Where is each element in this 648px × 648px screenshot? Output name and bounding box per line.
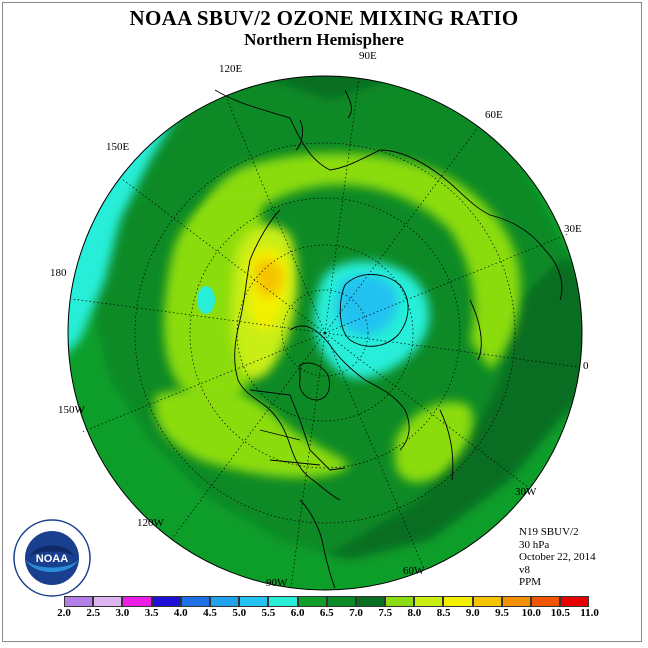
colorbar-tick-label: 5.0 xyxy=(232,607,247,619)
lon-label-60e: 60E xyxy=(485,109,503,121)
lon-label-90e: 90E xyxy=(359,50,377,62)
coastlines xyxy=(214,89,563,589)
noaa-logo-icon: NOAA xyxy=(13,519,91,597)
field-9.0 xyxy=(255,259,283,297)
colorbar-tick-label: 4.5 xyxy=(203,607,217,619)
version-label: v8 xyxy=(519,563,530,576)
colorbar-cell xyxy=(414,596,444,607)
field-5.0-pole xyxy=(335,274,398,336)
central-america xyxy=(299,499,336,589)
colorbar-tick-label: 9.0 xyxy=(465,607,480,619)
colorbar-cell xyxy=(64,596,94,607)
figure-frame xyxy=(2,2,642,642)
lon-label-120e: 120E xyxy=(219,63,243,75)
colorbar-tick-label: 10.5 xyxy=(550,607,571,619)
lon-label-120w: 120W xyxy=(137,517,164,529)
lon-label-0: 0 xyxy=(583,360,589,372)
colorbar-tick-label: 3.0 xyxy=(115,607,130,619)
colorbar-tick-label: 11.0 xyxy=(580,607,599,619)
field-7.5-na xyxy=(154,387,350,478)
north-america-west xyxy=(234,209,341,501)
lon-label-30e: 30E xyxy=(564,223,582,235)
colorbar-cell xyxy=(209,596,240,607)
colorbar-cell xyxy=(501,596,531,607)
colorbar-tick-label: 7.0 xyxy=(349,607,363,619)
colorbar-cell xyxy=(180,596,210,607)
colorbar-tick-label: 10.0 xyxy=(521,607,541,619)
colorbar-cell xyxy=(326,596,356,607)
colorbar-tick-label: 2.5 xyxy=(86,607,101,619)
colorbar-cell xyxy=(443,596,473,607)
colorbar-cell xyxy=(93,596,123,607)
lon-label-150e: 150E xyxy=(106,141,130,153)
colorbar-cell xyxy=(268,596,298,607)
colorbar-tick-label: 8.5 xyxy=(436,607,451,619)
colorbar-cell xyxy=(355,596,386,607)
field-5.5-spot xyxy=(197,286,215,314)
us-states-grid xyxy=(249,389,346,471)
colorbar-cell xyxy=(531,596,561,607)
date-label: October 22, 2014 xyxy=(519,551,596,563)
lon-label-150w: 150W xyxy=(58,404,85,416)
lon-label-60w: 60W xyxy=(403,565,425,577)
map-boundary xyxy=(67,75,583,591)
colorbar-tick-label: 6.5 xyxy=(319,607,334,619)
field-7.5-atlantic xyxy=(395,401,473,483)
metadata-block: N19 SBUV/2 30 hPa October 22, 2014 v8 PP… xyxy=(519,526,596,589)
chart-title: NOAA SBUV/2 OZONE MIXING RATIO xyxy=(129,6,519,30)
colorbar-cell xyxy=(151,596,181,607)
eurasia-coast xyxy=(214,89,563,301)
colorbar-tick-label: 8.0 xyxy=(407,607,422,619)
colorbar-tick-label: 5.5 xyxy=(261,607,276,619)
colorbar-cell xyxy=(472,596,502,607)
field-7.5-ring xyxy=(186,153,521,370)
satellite-label: N19 SBUV/2 xyxy=(519,526,579,538)
meridian-lines xyxy=(71,77,579,589)
colorbar-tick-label: 7.5 xyxy=(378,607,393,619)
noaa-logo-text: NOAA xyxy=(36,553,68,565)
colorbar-tick-label: 6.0 xyxy=(290,607,305,619)
colorbar-tick-label: 3.5 xyxy=(144,607,159,619)
arctic-islands-a xyxy=(295,89,352,151)
lon-label-30w: 30W xyxy=(515,486,537,498)
colorbar-cell xyxy=(385,596,415,607)
colorbar-cell xyxy=(239,596,269,607)
pressure-level: 30 hPa xyxy=(519,538,550,551)
colorbar-cell xyxy=(560,596,590,607)
colorbar xyxy=(64,596,590,607)
colorbar-cell xyxy=(297,596,327,607)
chart-subtitle: Northern Hemisphere xyxy=(244,30,404,49)
hudson-bay xyxy=(299,362,330,401)
europe-africa-coast xyxy=(439,299,482,481)
colorbar-tick-label: 9.5 xyxy=(495,607,509,619)
hudson-bay-east xyxy=(289,325,410,451)
colorbar-cell xyxy=(122,596,152,607)
greenland xyxy=(339,274,409,347)
colorbar-ticks: 2.0 2.5 3.0 3.5 4.0 4.5 5.0 5.5 6.0 6.5 7.0 7.5 8.0 8… xyxy=(0,607,648,623)
colorbar-tick-label: 2.0 xyxy=(57,607,71,619)
units-label: PPM xyxy=(519,576,542,588)
lon-label-90w: 90W xyxy=(266,577,288,589)
colorbar-tick-label: 4.0 xyxy=(173,607,188,619)
lon-label-180: 180 xyxy=(50,267,67,279)
